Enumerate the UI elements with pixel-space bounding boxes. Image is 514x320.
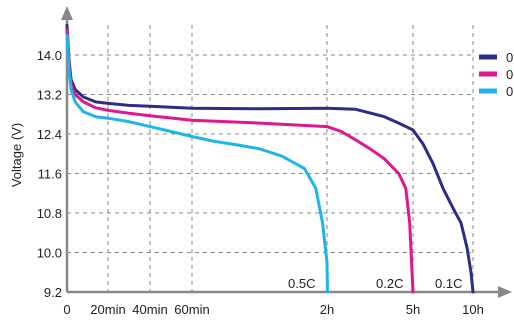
legend-label-3: 0 (506, 84, 513, 99)
x-axis-arrow (498, 286, 512, 298)
x-tick-label: 20min (90, 302, 125, 317)
y-tick-label: 10.8 (37, 206, 62, 221)
axes (61, 6, 512, 298)
x-tick-label: 10h (462, 302, 484, 317)
legend: 0 0 0 (479, 50, 513, 99)
series-lines (65, 23, 475, 294)
y-tick-label: 12.4 (37, 127, 62, 142)
legend-label-1: 0 (506, 50, 513, 65)
x-tick-label: 60min (174, 302, 209, 317)
y-tick-label: 9.2 (44, 285, 62, 300)
annotation-0-1c: 0.1C (435, 276, 462, 291)
legend-label-2: 0 (506, 67, 513, 82)
x-tick-labels: 0 20min 40min 60min 2h 5h 10h (63, 302, 483, 317)
x-tick-label: 2h (320, 302, 334, 317)
y-axis-arrow (61, 6, 73, 20)
y-tick-label: 10.0 (37, 246, 62, 261)
annotation-0-2c: 0.2C (376, 276, 403, 291)
x-tick-label: 5h (406, 302, 420, 317)
y-tick-labels: 9.2 10.0 10.8 11.6 12.4 13.2 14.0 (37, 48, 62, 300)
series-line-3 (65, 33, 329, 294)
x-tick-label: 40min (132, 302, 167, 317)
y-tick-label: 13.2 (37, 88, 62, 103)
y-axis-title: Voltage (V) (9, 123, 24, 187)
series-line-1 (65, 23, 475, 294)
y-tick-label: 14.0 (37, 48, 62, 63)
series-line-2 (65, 28, 415, 294)
x-tick-label: 0 (63, 302, 70, 317)
grid (67, 25, 475, 292)
y-tick-label: 11.6 (38, 167, 62, 182)
annotation-0-5c: 0.5C (288, 276, 315, 291)
